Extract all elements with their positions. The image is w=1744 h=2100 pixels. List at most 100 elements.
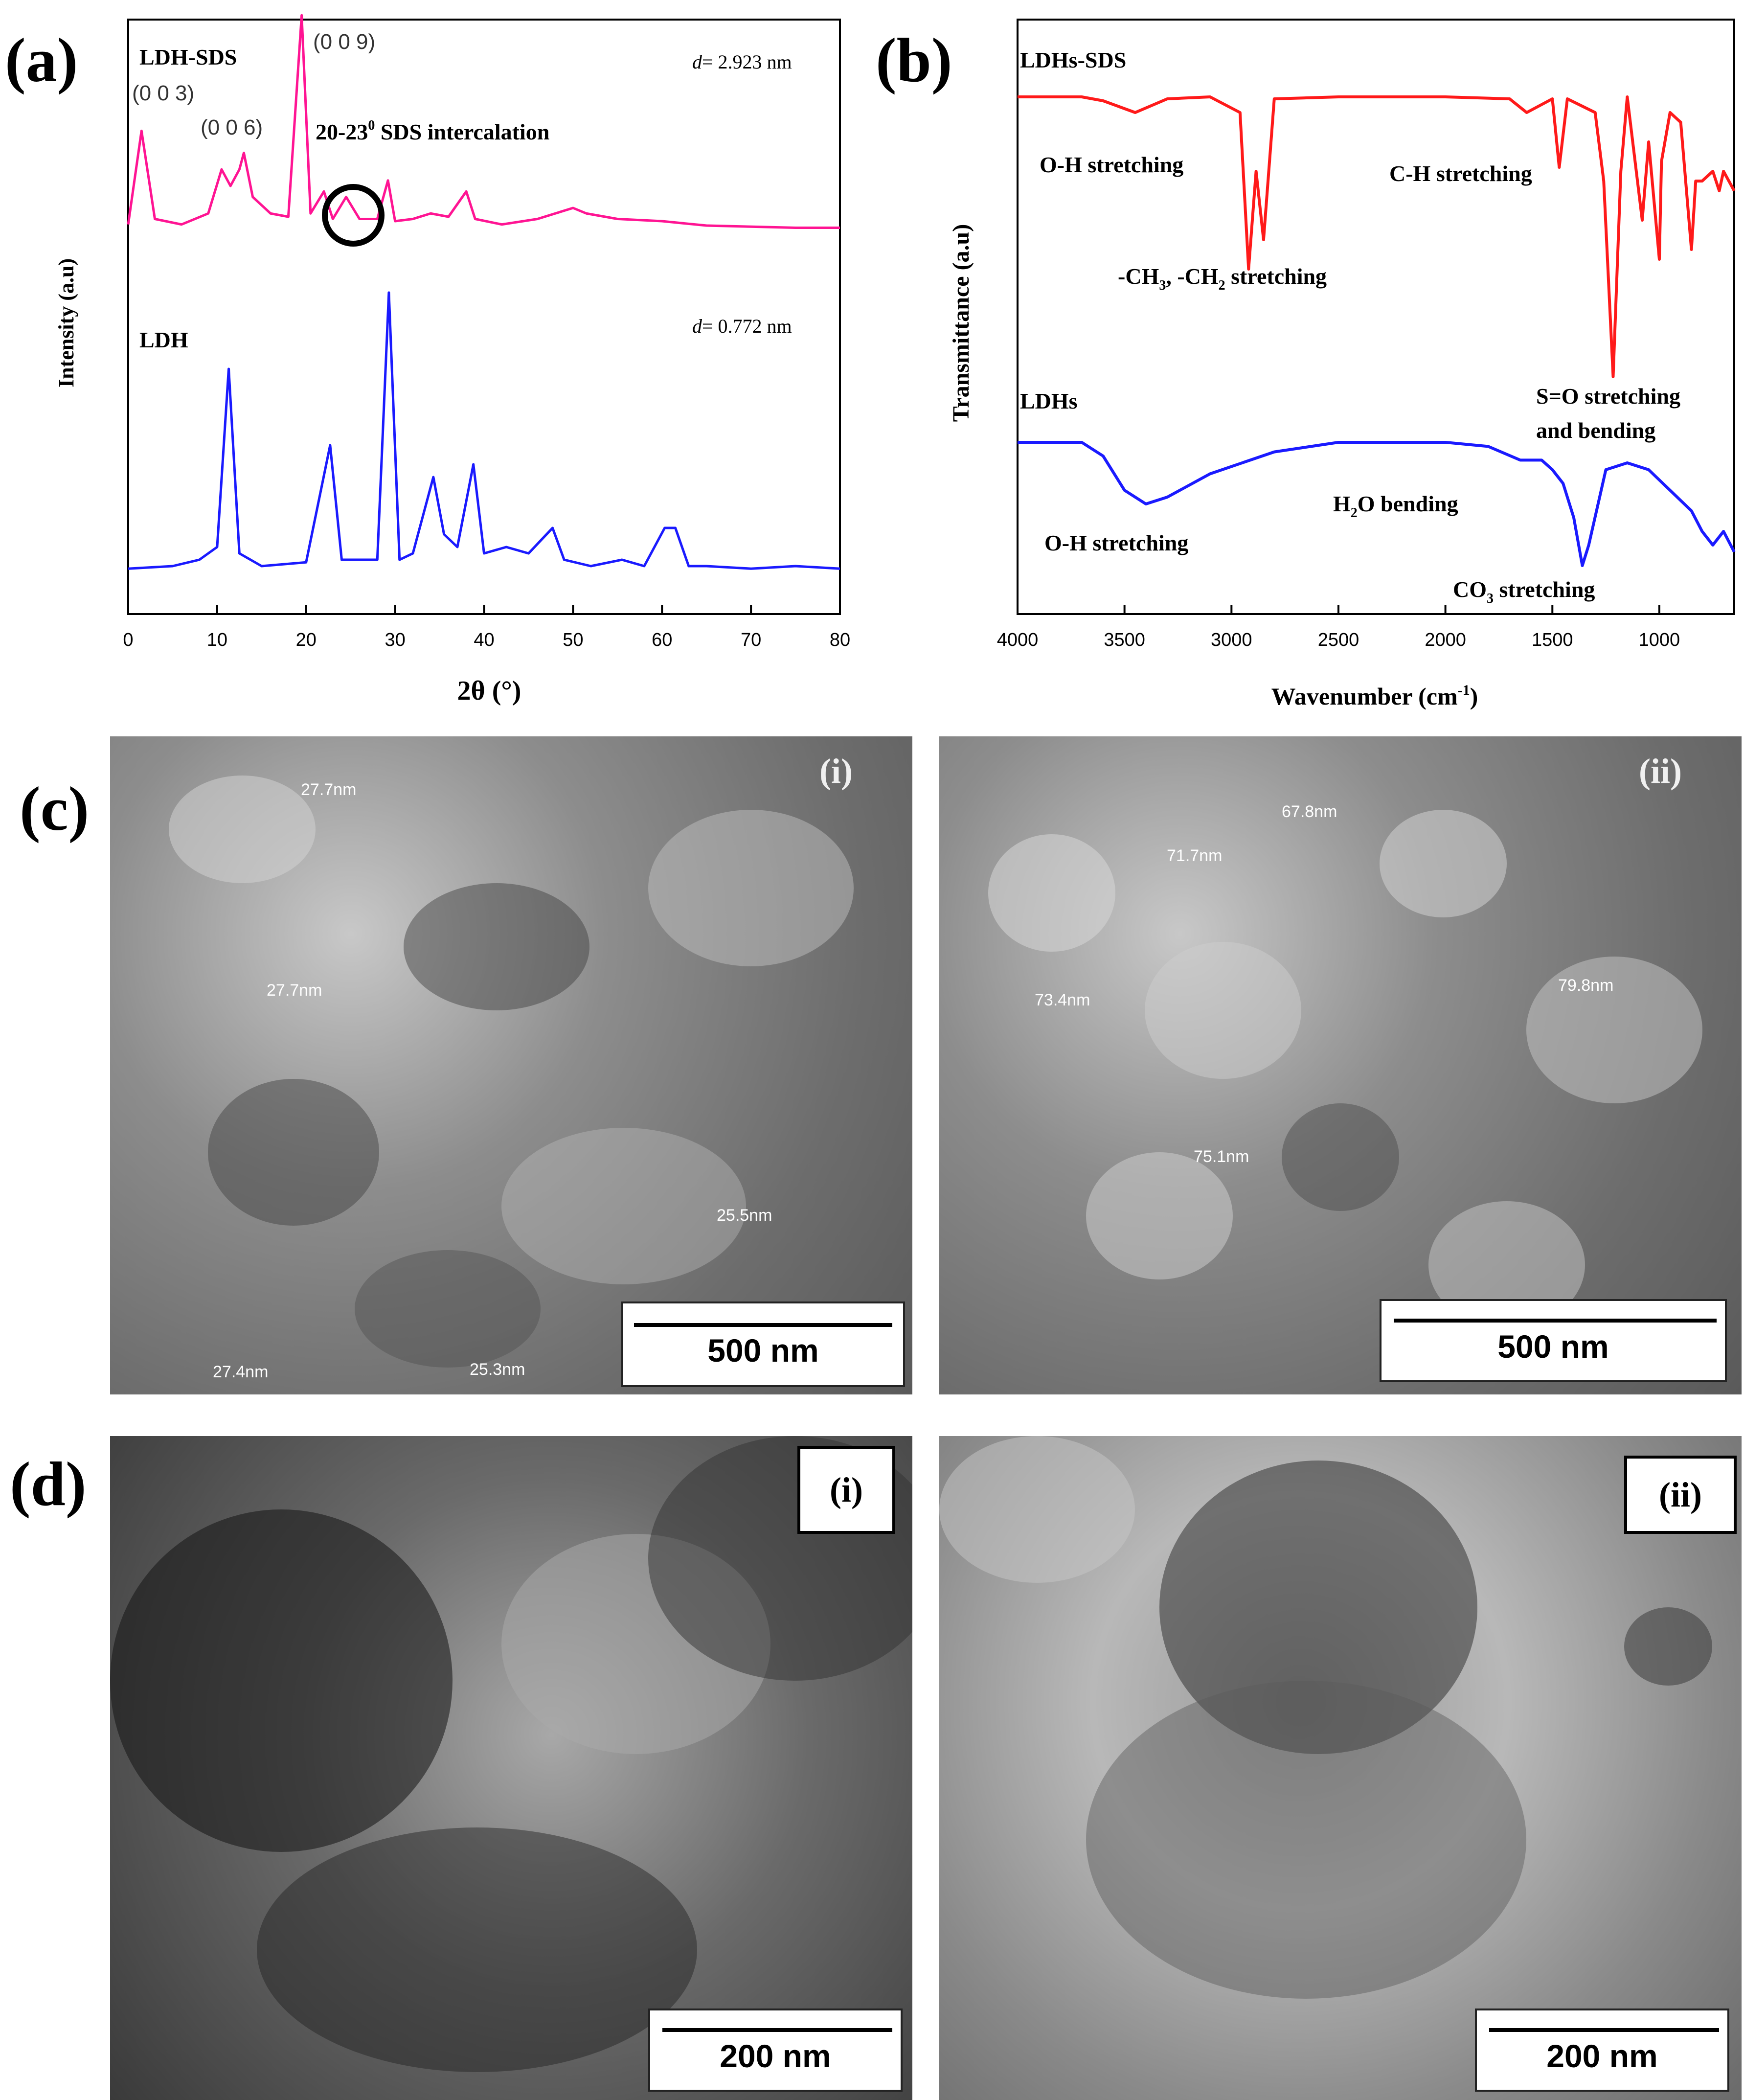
xrd-chart: 0 10 20 30 40 50 60 70 80 2θ (°) Intensity (a.u)… [54,14,850,706]
intercalation-circle [322,184,385,247]
ftir-so-label-2: and bending [1536,418,1655,443]
ftir-ch3-ch2-label: -CH3, -CH2 stretching [1118,264,1327,293]
ftir-x-axis-sup: -1 [1458,682,1470,698]
ftir-ch3-subscript: 3 [1159,278,1166,293]
ftir-co3-part-a: CO [1453,577,1487,602]
measurement-label: 27.7nm [301,780,357,799]
ftir-x-axis-main: Wavenumber (cm [1271,683,1458,710]
panel-label-d: (d) [10,1449,87,1519]
ftir-h2o-part-b: O bending [1358,491,1458,516]
xrd-x-tick-label: 10 [207,630,227,650]
d-spacing-sds-symbol: d [692,51,702,73]
xrd-x-tick-label: 30 [385,630,405,650]
xrd-x-tick-label: 70 [741,630,761,650]
measurement-label: 25.3nm [470,1360,525,1379]
scale-bar-label: 200 nm [720,2038,831,2074]
measurement-label: 79.8nm [1558,976,1614,995]
peak-009-label: (0 0 9) [313,30,375,54]
measurement-label: 25.5nm [717,1206,772,1225]
ftir-x-tick-label: 2000 [1425,630,1466,650]
ftir-x-tick-label: 2500 [1318,630,1359,650]
measurement-label: 75.1nm [1194,1147,1249,1166]
ftir-x-tick-label: 1500 [1532,630,1573,650]
xrd-series-ldh [128,291,840,570]
xrd-x-tick-label: 0 [123,630,133,650]
tem-i-tag: (i) [797,1446,895,1534]
ftir-oh-top-label: O-H stretching [1040,152,1183,177]
d-spacing-sds-value: = 2.923 nm [702,51,792,73]
d-spacing-ldh-value: = 0.772 nm [702,315,792,337]
measurement-label: 27.7nm [267,981,322,1000]
ftir-series-ldhs-sds [1018,95,1736,378]
ftir-series-ldhs [1018,441,1736,567]
scale-bar-label: 200 nm [1546,2038,1658,2074]
measurement-label: 71.7nm [1167,846,1223,865]
scale-bar-line [662,2028,892,2032]
ftir-ch3-part-b: , -CH [1166,264,1219,289]
ftir-oh-bottom-label: O-H stretching [1044,530,1188,555]
scale-bar: 500 nm [1380,1299,1727,1382]
d-spacing-sds: d= 2.923 nm [692,51,792,73]
xrd-y-axis-label: Intensity (a.u) [54,258,78,388]
xrd-x-tick-label: 80 [830,630,850,650]
peak-006-label: (0 0 6) [201,115,263,139]
panel-label-b: (b) [876,25,952,95]
ftir-h2o-label: H2O bending [1333,491,1458,521]
scale-bar-label: 500 nm [707,1332,819,1369]
ftir-ldhs-series-label: LDHs [1020,388,1078,413]
d-spacing-ldh: d= 0.772 nm [692,315,792,337]
ldh-sds-label: LDH-SDS [139,45,237,69]
ftir-ch3-part-c: stretching [1225,264,1327,289]
panel-label-c: (c) [20,774,90,844]
ftir-ch3-part-a: -CH [1118,264,1159,289]
tem-image-ldh-sds: (ii) 200 nm [939,1436,1742,2100]
xrd-x-axis-label: 2θ (°) [457,676,521,706]
ftir-so-label-1: S=O stretching [1536,384,1680,409]
sem-i-tag: (i) [819,752,853,791]
xrd-series-ldh-sds [127,14,840,229]
ftir-ch2-subscript: 2 [1219,278,1225,293]
scale-bar: 500 nm [621,1301,905,1387]
intercalation-label: 20-230 SDS intercalation [316,118,549,144]
tem-image-ldh: (i) 200 nm [110,1436,912,2100]
ftir-x-tick-label: 1000 [1639,630,1680,650]
sem-image-ldh-sds: (ii) 67.8nm 71.7nm 73.4nm 79.8nm 75.1nm … [939,736,1742,1394]
xrd-x-tick-label: 20 [296,630,317,650]
xrd-x-tick-label: 50 [563,630,583,650]
ftir-x-axis-end: ) [1470,683,1478,710]
ftir-chart: 4000 3500 3000 2500 2000 1500 1000 Wavenumber … [948,19,1736,710]
intercalation-text: SDS intercalation [375,119,549,144]
intercalation-degree: 0 [368,118,375,133]
ftir-ch-label: C-H stretching [1389,161,1532,186]
scale-bar-line [1489,2028,1719,2032]
ftir-co3-label: CO3 stretching [1453,577,1595,606]
tem-ii-tag: (ii) [1624,1456,1737,1534]
xrd-x-tick-label: 40 [474,630,494,650]
ftir-x-tick-label: 4000 [997,630,1039,650]
scale-bar-line [634,1323,892,1327]
measurement-label: 73.4nm [1035,991,1090,1009]
ftir-x-tick-label: 3500 [1104,630,1145,650]
sem-ii-tag: (ii) [1639,752,1682,791]
measurement-label: 27.4nm [213,1363,269,1381]
d-spacing-ldh-symbol: d [692,315,702,337]
scale-bar-line [1394,1319,1717,1323]
panel-label-a: (a) [5,25,78,95]
measurement-label: 67.8nm [1282,802,1337,821]
ftir-h2o-subscript: 2 [1351,505,1358,521]
scale-bar: 200 nm [1475,2009,1729,2092]
xrd-x-tick-label: 60 [652,630,672,650]
ftir-x-axis-label: Wavenumber (cm-1) [1271,682,1478,710]
ftir-h2o-part-a: H [1333,491,1351,516]
ldh-label: LDH [139,327,188,352]
ftir-plot-frame [1017,19,1735,615]
ftir-co3-subscript: 3 [1487,591,1494,606]
peak-003-label: (0 0 3) [132,81,194,105]
ftir-x-tick-label: 3000 [1211,630,1252,650]
scale-bar: 200 nm [648,2009,903,2092]
intercalation-range: 20-23 [316,119,368,144]
ftir-co3-part-b: stretching [1494,577,1595,602]
ftir-y-axis-label: Transmittance (a.u) [948,224,974,422]
ftir-sds-series-label: LDHs-SDS [1020,47,1126,72]
scale-bar-label: 500 nm [1497,1328,1609,1365]
